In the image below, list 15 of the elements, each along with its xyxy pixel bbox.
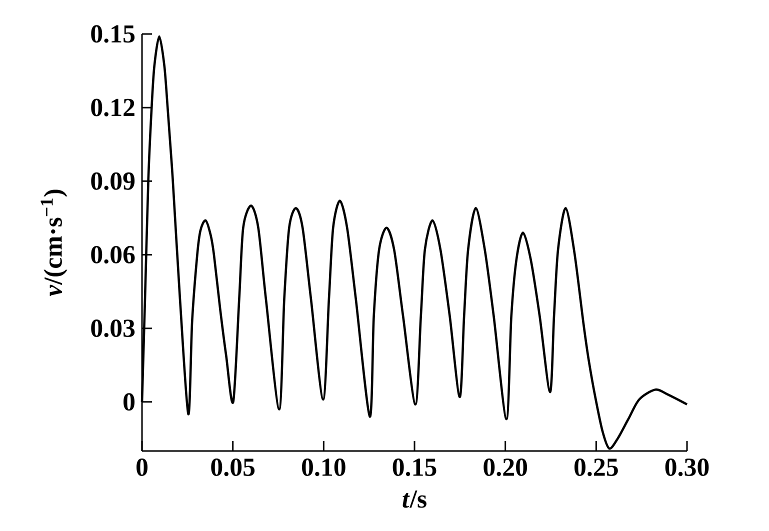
y-tick-label: 0.06 — [91, 246, 135, 264]
y-tick-label: 0.03 — [91, 320, 135, 338]
y-tick-label: 0.09 — [91, 172, 135, 190]
y-tick-label: 0.12 — [91, 98, 134, 116]
x-axis-title: t/s — [402, 490, 426, 508]
y-tick-label: 0 — [124, 393, 135, 411]
x-tick-label: 0.20 — [484, 458, 528, 476]
x-tick-label: 0.25 — [574, 458, 618, 476]
x-tick-label: 0 — [136, 458, 148, 476]
y-axis-title: v/(cm·s$^{−1}$) — [40, 190, 68, 296]
x-tick-label: 0.30 — [665, 458, 709, 476]
x-tick-label: 0.05 — [211, 458, 255, 476]
x-tick-label: 0.15 — [392, 458, 436, 476]
x-tick-label: 0.10 — [302, 458, 346, 476]
y-tick-label: 0.15 — [91, 25, 135, 43]
